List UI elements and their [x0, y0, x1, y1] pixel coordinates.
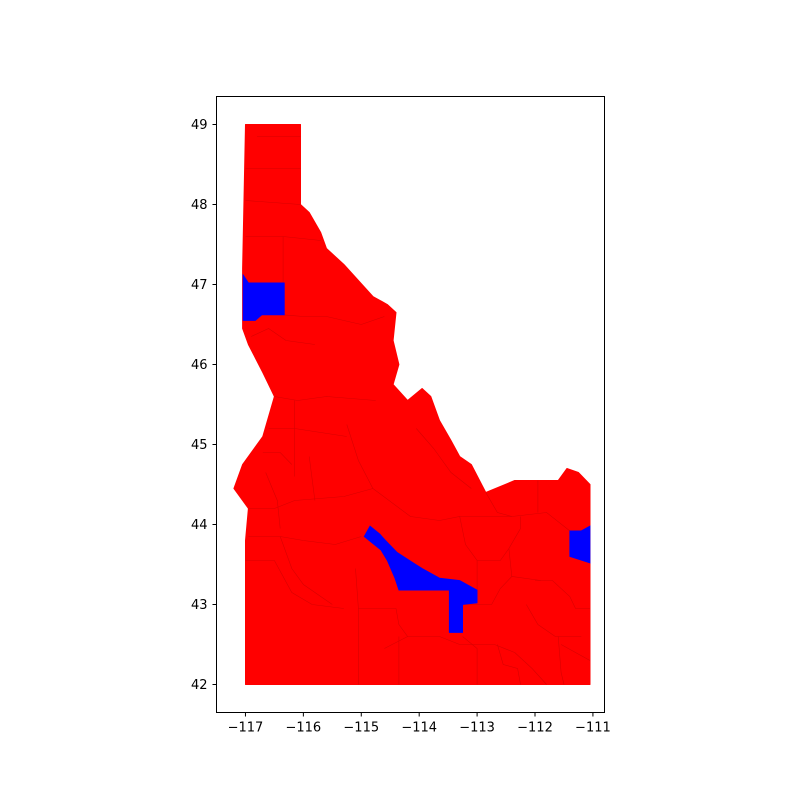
- county-border: [535, 580, 590, 609]
- x-tick-label: −111: [575, 721, 611, 736]
- blue-county-2: [363, 525, 478, 633]
- x-tick-label: −115: [343, 721, 379, 736]
- county-border: [245, 560, 344, 609]
- x-tick-label: −113: [459, 721, 495, 736]
- x-tick-label: −117: [228, 721, 264, 736]
- blue-county-1: [242, 273, 285, 321]
- x-tick-label: −112: [517, 721, 553, 736]
- county-border: [248, 536, 362, 545]
- y-tick-label: 48: [191, 198, 208, 213]
- y-tick-label: 42: [191, 678, 208, 693]
- county-border: [274, 396, 376, 401]
- county-border: [248, 488, 373, 509]
- county-border: [245, 200, 301, 205]
- county-border: [462, 636, 478, 685]
- map-layer: [233, 124, 591, 685]
- y-axis: 42 43 44 45 46 47 48 49: [191, 118, 217, 693]
- county-border: [526, 604, 582, 637]
- y-tick-label: 45: [191, 438, 208, 453]
- county-border: [265, 472, 281, 529]
- county-border: [557, 636, 565, 685]
- county-border: [358, 608, 408, 637]
- y-tick-label: 46: [191, 358, 208, 373]
- county-border: [279, 536, 333, 605]
- county-border: [268, 428, 347, 437]
- county-border: [508, 516, 521, 577]
- county-border: [497, 644, 521, 685]
- y-tick-label: 49: [191, 118, 208, 133]
- county-border: [477, 548, 510, 561]
- x-tick-label: −114: [401, 721, 437, 736]
- county-border: [284, 314, 385, 325]
- county-border: [410, 516, 478, 591]
- county-border: [251, 328, 315, 345]
- county-border: [485, 492, 512, 517]
- axes-frame: [216, 96, 605, 713]
- y-tick-label: 43: [191, 598, 208, 613]
- county-border: [514, 652, 547, 685]
- blue-county-3: [569, 525, 591, 564]
- y-tick-label: 47: [191, 278, 208, 293]
- county-border: [308, 456, 316, 501]
- county-border: [560, 644, 591, 661]
- y-tick-label: 44: [191, 518, 208, 533]
- county-border: [416, 428, 472, 489]
- red-counties-region: [233, 124, 591, 685]
- county-border: [346, 424, 411, 517]
- x-axis: −117 −116 −115 −114 −113 −112 −111: [228, 712, 611, 736]
- county-border: [462, 576, 541, 605]
- x-tick-label: −116: [286, 721, 322, 736]
- county-border: [262, 452, 293, 465]
